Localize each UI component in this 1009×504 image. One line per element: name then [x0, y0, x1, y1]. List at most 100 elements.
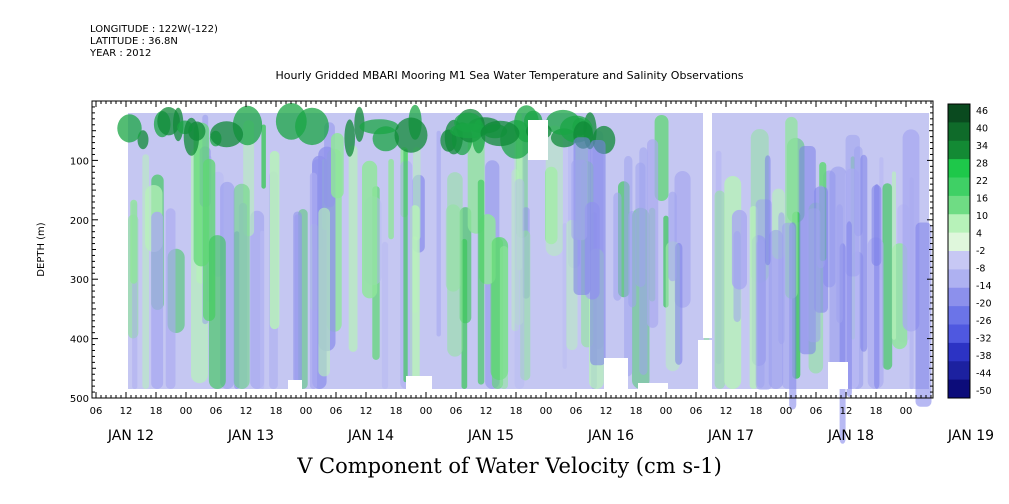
colorbar-swatch [948, 379, 970, 399]
colorbar-swatch [948, 122, 970, 142]
colorbar-swatch [948, 342, 970, 362]
field-patch [499, 246, 508, 389]
colorbar-swatch [948, 104, 970, 123]
field-patch [193, 122, 210, 267]
x-hour-label: 00 [900, 406, 913, 417]
field-patch [871, 184, 882, 266]
field-patch [647, 139, 659, 328]
colorbar-label: 4 [976, 229, 982, 240]
field-patch [269, 150, 280, 330]
longitude-label: LONGITUDE : 122W(-122) [90, 24, 218, 35]
x-day-label: JAN 18 [827, 428, 874, 444]
y-tick-label: 300 [70, 275, 89, 286]
field-patch [782, 222, 795, 389]
field-patch [562, 223, 567, 369]
field-patch [261, 124, 266, 189]
colorbar-swatch [948, 287, 970, 307]
x-hour-label: 00 [420, 406, 433, 417]
field-patch [208, 235, 226, 389]
y-axis: 100 200 300 400 500 [70, 106, 933, 405]
x-hour-label: 06 [330, 406, 343, 417]
colorbar-swatch [948, 214, 970, 234]
colorbar-label: -14 [976, 281, 992, 292]
field-patch [514, 178, 525, 389]
field-patch [318, 207, 330, 377]
field-patch [613, 192, 622, 301]
colorbar-swatch [948, 159, 970, 179]
y-tick-label: 100 [70, 156, 89, 167]
chart-title: Hourly Gridded MBARI Mooring M1 Sea Wate… [275, 69, 744, 82]
field-patch [447, 172, 463, 357]
field-patch [733, 231, 741, 323]
field-patch [362, 160, 378, 299]
x-hour-label: 06 [210, 406, 223, 417]
colorbar-label: -38 [976, 351, 992, 362]
field-patch [749, 206, 758, 389]
colorbar-label: -50 [976, 386, 992, 397]
field-patch [354, 106, 365, 142]
colorbar-swatch [948, 195, 970, 215]
x-hour-label: 12 [480, 406, 493, 417]
missing-data-mask [288, 380, 302, 389]
field-patch [909, 177, 914, 389]
x-axis-title: V Component of Water Velocity (cm s-1) [297, 454, 722, 478]
x-hour-label: 06 [90, 406, 103, 417]
x-hour-label: 12 [720, 406, 733, 417]
colorbar-swatch [948, 361, 970, 381]
x-hour-label: 06 [570, 406, 583, 417]
field-patch [130, 199, 138, 284]
field-patch [882, 183, 893, 370]
field-patch [807, 208, 821, 343]
field-patch [403, 149, 408, 383]
colorbar-label: 28 [976, 159, 988, 170]
colorbar-swatch [948, 306, 970, 326]
x-hour-label: 12 [360, 406, 373, 417]
colorbar-label: 22 [976, 176, 988, 187]
colorbar-swatch [948, 177, 970, 197]
x-day-label: JAN 12 [107, 428, 154, 444]
y-tick-label: 400 [70, 335, 89, 346]
heatmap-field-patches [117, 103, 932, 444]
field-patch [714, 190, 725, 389]
x-hour-label: 12 [840, 406, 853, 417]
field-patch [571, 159, 588, 240]
colorbar-frame [947, 103, 971, 399]
field-patch [836, 204, 843, 324]
x-hour-label: 00 [780, 406, 793, 417]
field-patch [183, 117, 200, 156]
field-patch [477, 179, 485, 385]
field-patch [157, 107, 180, 136]
colorbar-label: 10 [976, 211, 988, 222]
x-hour-label: 18 [150, 406, 163, 417]
field-patch [450, 123, 488, 139]
y-tick-label: 200 [70, 216, 89, 227]
colorbar-label: -8 [976, 264, 985, 275]
missing-data-mask [528, 120, 548, 160]
x-hour-label: 00 [180, 406, 193, 417]
missing-data-mask [698, 340, 712, 389]
x-hour-label: 06 [690, 406, 703, 417]
x-day-label: JAN 13 [227, 428, 274, 444]
field-patch [410, 205, 420, 389]
x-hour-label: 12 [600, 406, 613, 417]
field-patch [293, 211, 302, 384]
field-patch [359, 119, 399, 135]
x-hour-label: 18 [630, 406, 643, 417]
x-axis: 06 12 18 00 06 12 18 00 06 12 18 00 06 12 18 00 06 12 18 00… [90, 101, 994, 444]
field-patch [295, 107, 329, 146]
colorbar-swatch [948, 324, 970, 344]
x-hour-label: 18 [270, 406, 283, 417]
field-patch [891, 171, 896, 340]
x-hour-label: 12 [120, 406, 133, 417]
colorbar-label: -32 [976, 334, 992, 345]
field-patch [764, 155, 771, 266]
field-patch [348, 145, 358, 352]
colorbar-swatch [948, 140, 970, 160]
colorbar-swatch [948, 232, 970, 252]
x-day-label: JAN 16 [587, 428, 634, 444]
colorbar: 46 40 34 28 22 16 10 4 -2 -8 -14 -20 -26 -32 -38 -44 -50 [947, 103, 992, 399]
field-patch [590, 140, 606, 366]
field-patch [846, 221, 852, 398]
missing-data-mask [703, 113, 712, 338]
